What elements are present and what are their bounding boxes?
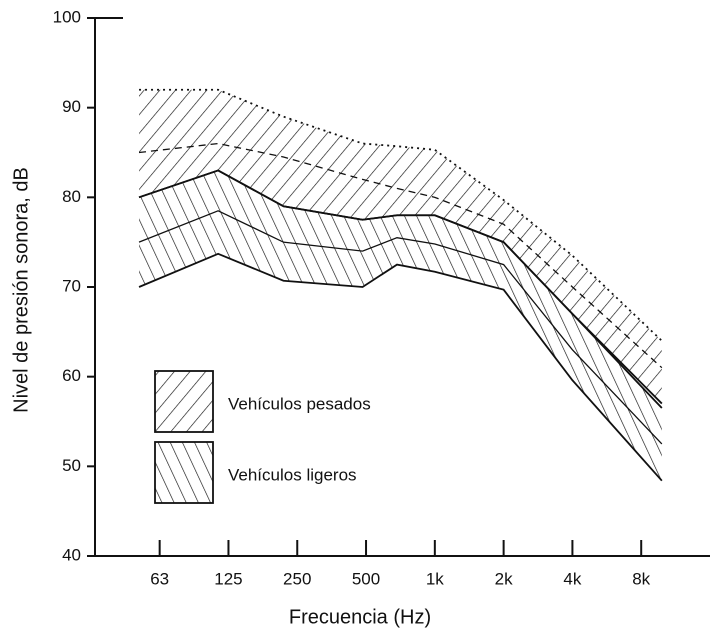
band-area (139, 170, 662, 481)
y-axis-title: Nivel de presión sonora, dB (10, 167, 32, 413)
upper-line (138, 169, 663, 409)
x-tick-label: 125 (214, 569, 242, 588)
median-line (138, 210, 663, 445)
y-tick-label: 70 (62, 276, 81, 295)
legend-swatch (154, 370, 214, 433)
y-tick-label: 100 (53, 7, 81, 26)
x-tick-label: 63 (150, 569, 169, 588)
y-tick-label: 90 (62, 97, 81, 116)
band-area (139, 89, 662, 404)
x-tick-label: 500 (352, 569, 380, 588)
x-tick-label: 4k (563, 569, 581, 588)
legend-swatch (154, 441, 214, 504)
x-tick-label: 2k (495, 569, 513, 588)
legend-label: Vehículos ligeros (228, 465, 357, 484)
y-tick-label: 80 (62, 187, 81, 206)
y-tick-label: 60 (62, 366, 81, 385)
median-line (138, 142, 663, 369)
x-tick-label: 1k (426, 569, 444, 588)
x-tick-label: 250 (283, 569, 311, 588)
legend-label: Vehículos pesados (228, 394, 371, 413)
x-axis-title: Frecuencia (Hz) (289, 606, 431, 628)
y-tick-label: 40 (62, 545, 81, 564)
upper-line (139, 88, 663, 342)
lower-line (138, 252, 663, 482)
x-tick-label: 8k (632, 569, 650, 588)
y-tick-label: 50 (62, 456, 81, 475)
